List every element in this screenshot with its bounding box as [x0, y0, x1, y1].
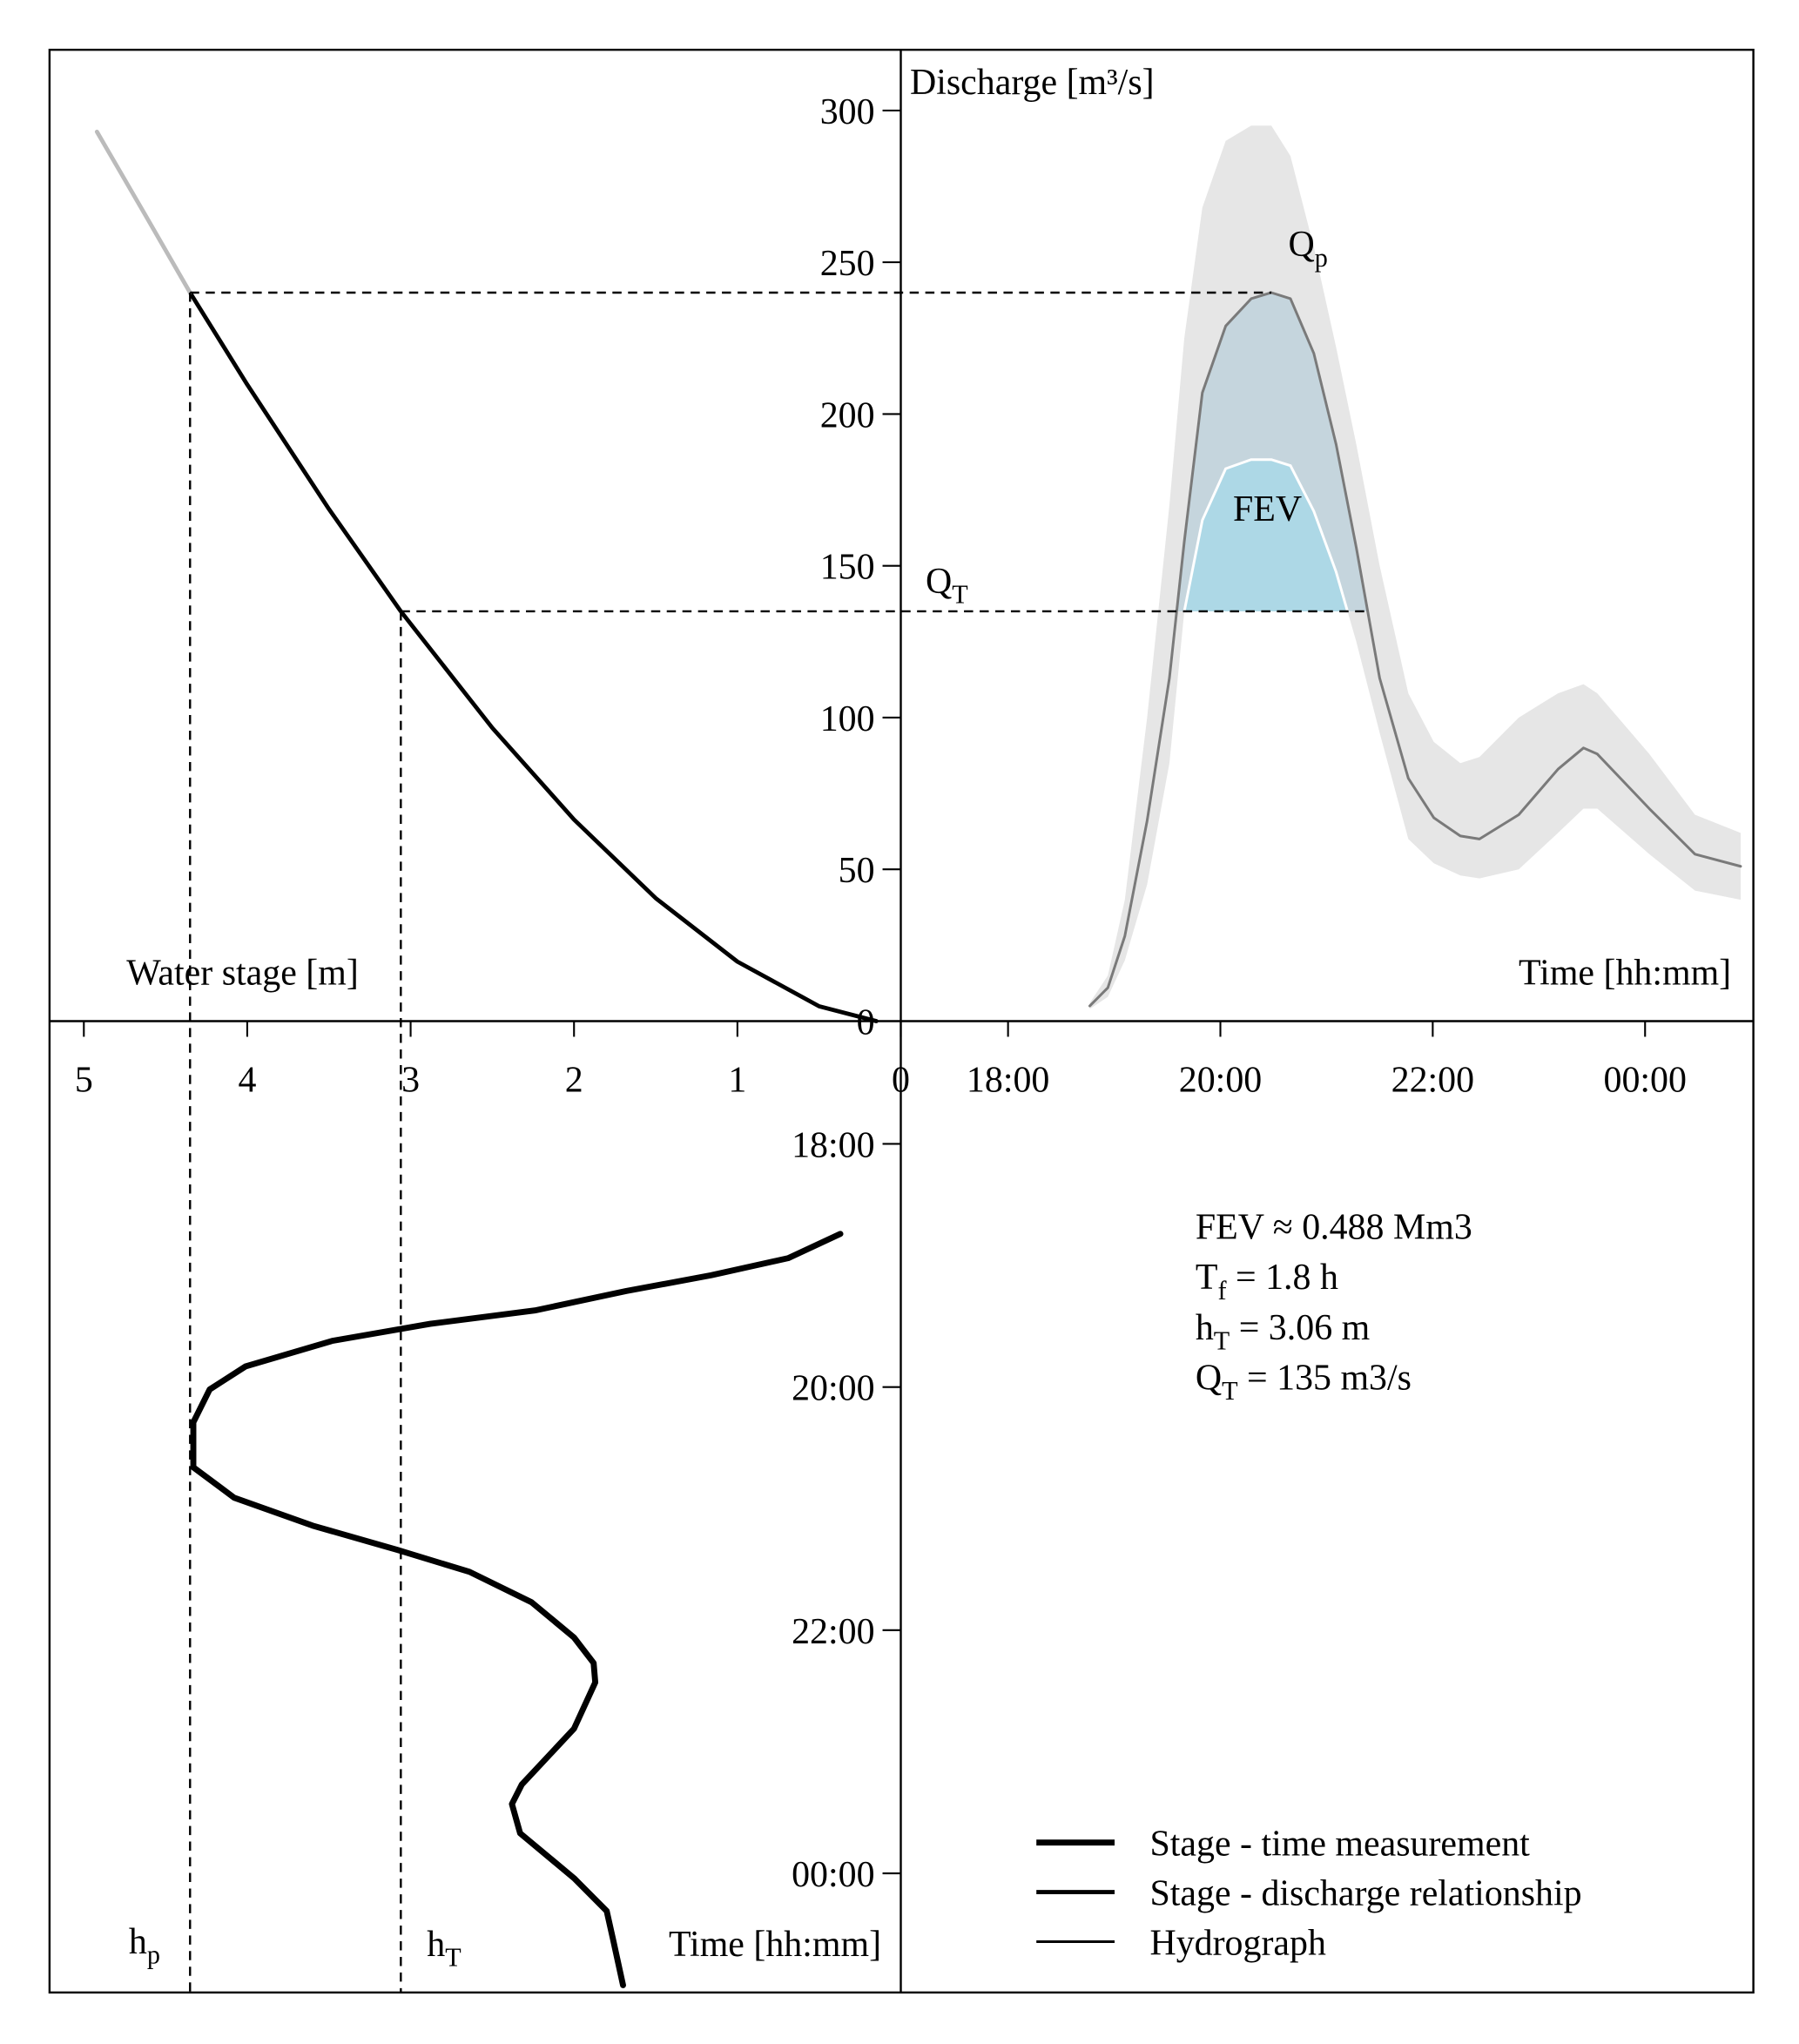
threshold-stage-label: hT	[427, 1925, 461, 1973]
x-axis-label: Water stage [m]	[126, 954, 359, 994]
x-tick-label: 0	[892, 1060, 910, 1100]
legend-label: Stage - time measurement	[1149, 1825, 1530, 1865]
y-tick-label: 250	[820, 244, 875, 284]
x-tick-label: 22:00	[1391, 1060, 1474, 1100]
legend-label: Stage - discharge relationship	[1149, 1874, 1581, 1914]
y-tick-label: 22:00	[792, 1612, 874, 1652]
stats-line-rest: = 3.06 m	[1230, 1308, 1370, 1348]
peak-stage-label: hp	[129, 1922, 160, 1970]
stats-line-sub: T	[1222, 1376, 1237, 1406]
threshold-stage-label-main: h	[427, 1925, 445, 1965]
stats-line: QT = 135 m3/s	[1196, 1358, 1412, 1406]
plot-back	[1089, 125, 1741, 1009]
stats-line-rest: = 1.8 h	[1227, 1258, 1338, 1298]
y-tick-label: 0	[857, 1002, 875, 1042]
stats-line-sub: T	[1214, 1326, 1230, 1356]
fev-inner-fill	[1089, 459, 1741, 611]
y-tick-label: 200	[820, 395, 875, 435]
threshold-label-main: Q	[926, 562, 952, 602]
y-tick-label: 100	[820, 699, 875, 739]
data-line	[190, 1231, 844, 1988]
y-axis-label: Discharge [m³/s]	[910, 63, 1155, 103]
y-tick-label: 00:00	[792, 1855, 874, 1895]
plot-marks	[94, 129, 1742, 1988]
data-line	[94, 129, 192, 295]
peak-label: Qp	[1288, 225, 1327, 273]
x-tick-label: 00:00	[1603, 1060, 1686, 1100]
stats-line-main: h	[1196, 1308, 1214, 1348]
x-tick-label: 20:00	[1179, 1060, 1262, 1100]
stats-line-rest: = 135 m3/s	[1238, 1358, 1412, 1398]
fev-inner-edge	[1182, 458, 1350, 611]
x-tick-label: 2	[565, 1060, 583, 1100]
y-tick-label: 50	[839, 851, 875, 891]
stats-line: hT = 3.06 m	[1196, 1308, 1370, 1356]
legend-label: Hydrograph	[1149, 1923, 1326, 1963]
peak-label-main: Q	[1288, 225, 1314, 265]
data-line	[187, 290, 879, 1023]
threshold-label-sub: T	[952, 580, 967, 610]
y-tick-label: 150	[820, 548, 875, 588]
y-tick-label: 20:00	[792, 1369, 874, 1409]
y-tick-label: 300	[820, 92, 875, 132]
fev-area	[1089, 292, 1741, 611]
fev-label: FEV	[1233, 489, 1302, 530]
stats-line-main: FEV ≈ 0.488 Mm3	[1196, 1208, 1472, 1248]
x-tick-label: 3	[401, 1060, 420, 1100]
x-tick-label: 1	[728, 1060, 746, 1100]
stats-line-main: T	[1196, 1258, 1218, 1298]
data-line	[1088, 291, 1742, 1008]
peak-stage-label-sub: p	[147, 1940, 160, 1970]
threshold-stage-label-sub: T	[445, 1943, 461, 1973]
peak-label-sub: p	[1315, 243, 1328, 273]
stats-line: FEV ≈ 0.488 Mm3	[1196, 1208, 1472, 1248]
stats-line: Tf = 1.8 h	[1196, 1258, 1338, 1305]
threshold-label: QT	[926, 562, 968, 610]
stats-line-sub: f	[1217, 1276, 1227, 1305]
stats-line-main: Q	[1196, 1358, 1222, 1398]
x-axis-label: Time [hh:mm]	[1519, 954, 1731, 994]
y-axis-label: Time [hh:mm]	[669, 1925, 881, 1965]
y-tick-label: 18:00	[792, 1125, 874, 1165]
x-tick-label: 18:00	[967, 1060, 1049, 1100]
x-tick-label: 4	[238, 1060, 256, 1100]
x-tick-label: 5	[75, 1060, 93, 1100]
peak-stage-label-main: h	[129, 1922, 147, 1962]
